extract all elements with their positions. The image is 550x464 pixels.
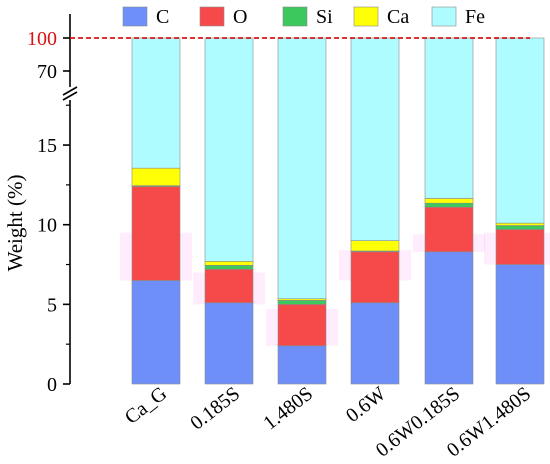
bar-segment-o-5	[495, 229, 545, 265]
bar-segment-ca-1	[204, 261, 254, 266]
bar-segment-si-1	[204, 265, 254, 270]
legend-swatch-fe	[431, 6, 457, 27]
bar-segment-si-5	[495, 225, 545, 230]
y-tick-label: 15	[37, 135, 57, 157]
bar-segment-fe-0	[131, 37, 181, 169]
bar-segment-fe-5	[495, 37, 545, 224]
bar-segment-o-0	[131, 186, 181, 281]
bar-segment-fe-2	[277, 37, 327, 300]
bar-highlights	[120, 232, 550, 346]
x-tick-label: 0.185S	[186, 383, 244, 435]
legend-swatch-c	[122, 6, 148, 27]
bar-segment-c-3	[350, 302, 400, 385]
bar-segment-ca-0	[131, 167, 181, 186]
bar-segment-ca-4	[424, 198, 474, 204]
bar-segment-ca-5	[495, 222, 545, 226]
legend: C O Si Ca Fe	[122, 6, 485, 28]
legend-label-o: O	[233, 6, 247, 28]
y-axis-label: Weight (%)	[3, 175, 27, 272]
bar-segment-c-4	[424, 251, 474, 385]
legend-label-si: Si	[316, 6, 333, 28]
legend-swatch-si	[282, 6, 308, 27]
y-tick-label: 5	[47, 294, 57, 316]
bar-segment-ca-3	[350, 240, 400, 252]
bars-group	[131, 37, 545, 385]
legend-swatch-ca	[353, 6, 379, 27]
bar-segment-c-0	[131, 280, 181, 385]
x-tick-label: Ca_G	[121, 383, 171, 429]
y-tick-label: 10	[37, 215, 57, 237]
bar-segment-o-2	[277, 304, 327, 347]
legend-swatch-o	[199, 6, 225, 27]
legend-label-ca: Ca	[387, 6, 409, 28]
bar-segment-o-1	[204, 269, 254, 304]
bar-segment-o-3	[350, 251, 400, 304]
x-tick-label: 1.480S	[259, 383, 317, 435]
bar-segment-c-5	[495, 264, 545, 385]
bar-segment-c-1	[204, 302, 254, 385]
axis-break-mark-2	[62, 86, 78, 96]
bar-segment-c-2	[277, 345, 327, 385]
bar-segment-fe-3	[350, 37, 400, 241]
y-axis	[62, 14, 78, 384]
bar-segment-fe-1	[204, 37, 254, 262]
y-ticks: 0 5 10 15 70	[37, 37, 70, 396]
bar-segment-si-4	[424, 202, 474, 208]
bar-segment-fe-4	[424, 37, 474, 199]
reference-line-label: 100	[27, 28, 57, 50]
legend-label-c: C	[156, 6, 169, 28]
y-tick-label: 0	[47, 374, 57, 396]
y-tick-label: 70	[37, 61, 57, 83]
bar-segment-o-4	[424, 206, 474, 253]
x-tick-label: 0.6W	[342, 383, 390, 427]
bar-segment-si-2	[277, 300, 327, 305]
axis-break-mark-1	[62, 91, 78, 101]
legend-label-fe: Fe	[465, 6, 485, 28]
